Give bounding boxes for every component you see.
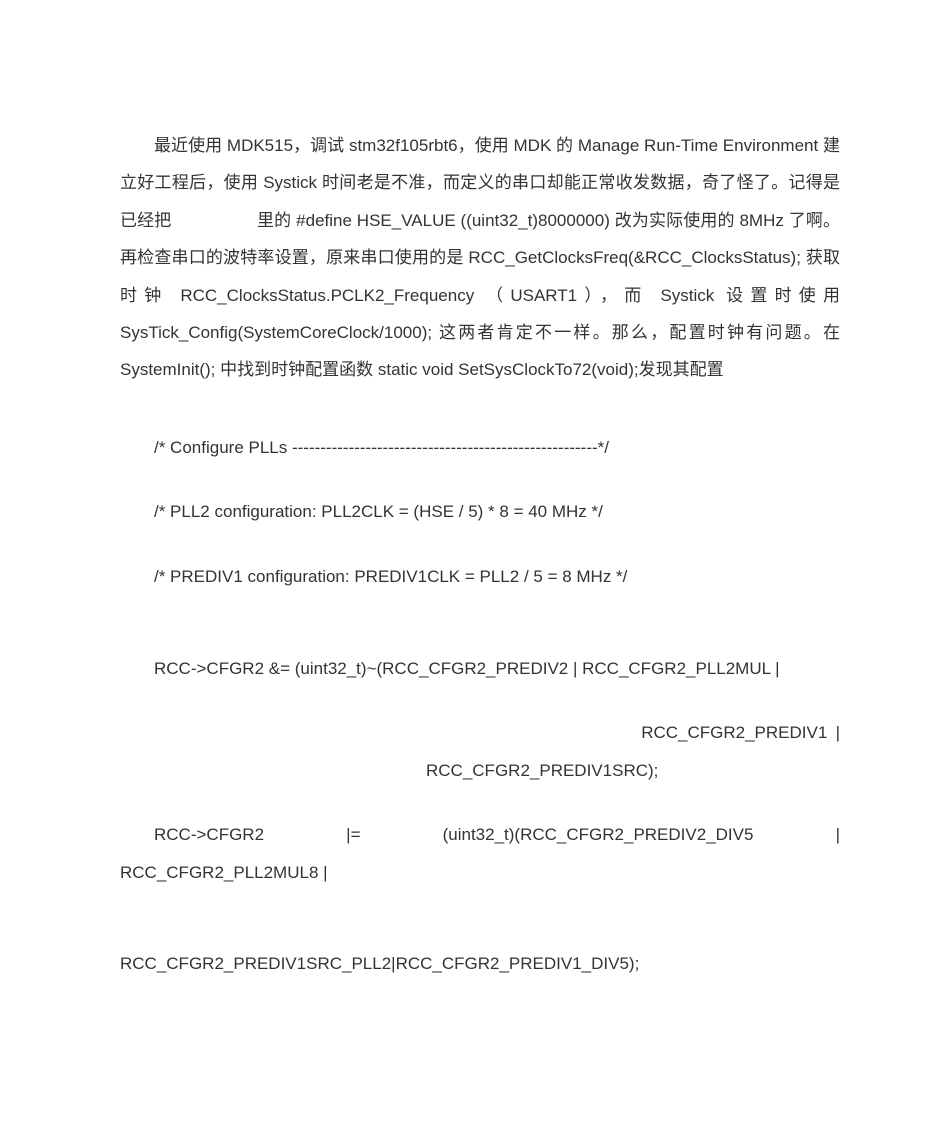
code-line-comment-plls: /* Configure PLLs ----------------------… xyxy=(120,429,840,466)
blank-line xyxy=(120,687,840,714)
code-line-cfgr2-clear-2: RCC_CFGR2_PREDIV1 | RCC_CFGR2_PREDIV1SRC… xyxy=(120,714,840,789)
code-token: RCC->CFGR2 xyxy=(154,816,264,853)
blank-line xyxy=(120,891,840,945)
blank-line xyxy=(120,789,840,816)
intro-paragraph: 最近使用 MDK515，调试 stm32f105rbt6，使用 MDK 的 Ma… xyxy=(120,127,840,389)
code-block: /* Configure PLLs ----------------------… xyxy=(120,429,840,983)
blank-line xyxy=(120,595,840,649)
code-token: (uint32_t)(RCC_CFGR2_PREDIV2_DIV5 xyxy=(443,816,754,853)
code-token: |= xyxy=(346,816,360,853)
code-line-cfgr2-clear-1: RCC->CFGR2 &= (uint32_t)~(RCC_CFGR2_PRED… xyxy=(120,650,840,687)
code-line-cfgr2-set-3: RCC_CFGR2_PREDIV1SRC_PLL2|RCC_CFGR2_PRED… xyxy=(120,945,840,982)
document-page: 最近使用 MDK515，调试 stm32f105rbt6，使用 MDK 的 Ma… xyxy=(0,0,945,1123)
code-line-comment-prediv1: /* PREDIV1 configuration: PREDIV1CLK = P… xyxy=(120,558,840,595)
code-token: | xyxy=(836,816,840,853)
blank-line xyxy=(120,466,840,493)
blank-line xyxy=(120,531,840,558)
code-line-cfgr2-set-1: RCC->CFGR2 |= (uint32_t)(RCC_CFGR2_PREDI… xyxy=(120,816,840,853)
code-line-comment-pll2: /* PLL2 configuration: PLL2CLK = (HSE / … xyxy=(120,493,840,530)
code-line-cfgr2-set-2: RCC_CFGR2_PLL2MUL8 | xyxy=(120,854,840,891)
